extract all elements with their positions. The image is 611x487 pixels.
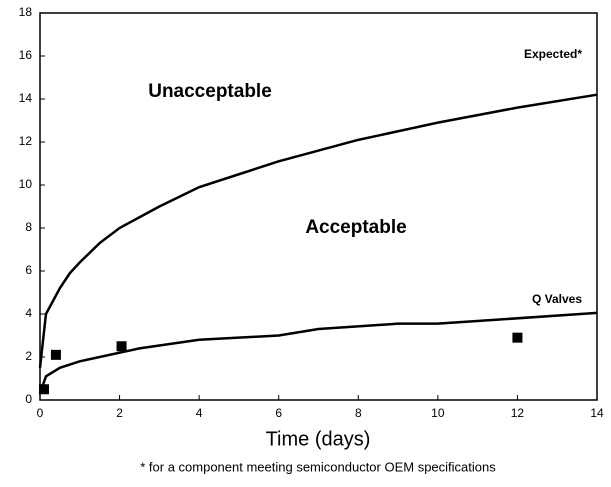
- y-tick-label: 10: [19, 177, 33, 191]
- y-tick-label: 12: [19, 134, 33, 148]
- data-point: [512, 332, 523, 343]
- x-tick-label: 0: [37, 406, 44, 420]
- x-tick-label: 6: [275, 406, 282, 420]
- x-tick-label: 14: [590, 406, 604, 420]
- x-axis-title: Time (days): [266, 428, 371, 450]
- x-tick-label: 10: [431, 406, 445, 420]
- y-tick-label: 18: [19, 5, 33, 19]
- x-tick-label: 8: [355, 406, 362, 420]
- region-label: Acceptable: [305, 217, 406, 238]
- y-tick-label: 16: [19, 48, 33, 62]
- y-tick-label: 14: [19, 91, 33, 105]
- data-point: [50, 349, 61, 360]
- y-tick-label: 4: [25, 306, 32, 320]
- y-tick-label: 0: [25, 392, 32, 406]
- x-tick-label: 4: [196, 406, 203, 420]
- series-label: Q Valves: [532, 292, 582, 306]
- y-tick-label: 6: [25, 263, 32, 277]
- x-tick-label: 12: [511, 406, 525, 420]
- x-tick-label: 2: [116, 406, 123, 420]
- footnote: * for a component meeting semiconductor …: [140, 459, 496, 474]
- series-line: [38, 93, 598, 368]
- series-line: [38, 311, 598, 394]
- plot-frame: [39, 12, 598, 401]
- data-point: [38, 384, 49, 395]
- y-tick-label: 8: [25, 220, 32, 234]
- data-point: [116, 341, 127, 352]
- y-tick-label: 2: [25, 349, 32, 363]
- series-label: Expected*: [524, 47, 582, 61]
- region-label: Unacceptable: [148, 81, 272, 102]
